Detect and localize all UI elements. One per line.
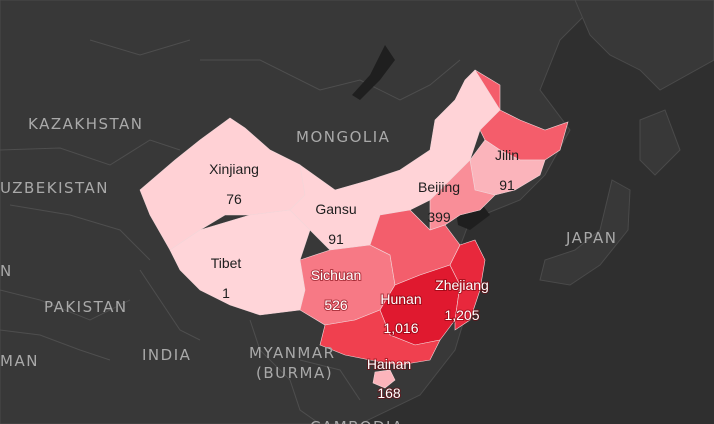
country-label-india: INDIA xyxy=(142,346,191,364)
country-label-pakistan: PAKISTAN xyxy=(44,298,128,316)
country-label-mongolia: MONGOLIA xyxy=(296,128,390,146)
country-borders xyxy=(0,39,461,424)
province-value-tibet: 1 xyxy=(222,285,230,301)
province-name-beijing: Beijing xyxy=(418,179,460,195)
country-label-uzbekistan: UZBEKISTAN xyxy=(0,179,109,197)
province-name-sichuan: Sichuan xyxy=(311,267,362,283)
province-name-hunan: Hunan xyxy=(380,291,421,307)
country-label-myanmar: MYANMAR xyxy=(249,344,336,362)
province-name-xinjiang: Xinjiang xyxy=(209,161,259,177)
province-name-hainan: Hainan xyxy=(367,356,411,372)
country-label-n-edge: N xyxy=(0,262,13,280)
province-heilongjiang[interactable] xyxy=(474,69,569,161)
china-provinces xyxy=(139,69,569,389)
country-label-kazakhstan: KAZAKHSTAN xyxy=(28,115,144,133)
province-value-zhejiang: 1,205 xyxy=(444,307,479,323)
province-value-hainan: 168 xyxy=(377,385,401,401)
province-name-zhejiang: Zhejiang xyxy=(435,277,489,293)
province-value-hunan: 1,016 xyxy=(383,320,418,336)
country-label-burma: (BURMA) xyxy=(256,364,333,382)
province-value-beijing: 399 xyxy=(427,209,451,225)
province-name-tibet: Tibet xyxy=(211,255,242,271)
province-name-jilin: Jilin xyxy=(495,147,519,163)
province-name-gansu: Gansu xyxy=(315,201,356,217)
country-label-man-edge: MAN xyxy=(0,352,39,370)
province-value-gansu: 91 xyxy=(328,231,344,247)
province-value-xinjiang: 76 xyxy=(226,191,242,207)
province-value-jilin: 91 xyxy=(499,177,515,193)
lake-baikal xyxy=(352,45,395,100)
province-zhejiang-east[interactable] xyxy=(449,239,486,331)
province-value-sichuan: 526 xyxy=(324,297,348,313)
country-label-japan: JAPAN xyxy=(565,229,618,247)
province-labels: Xinjiang 76 Tibet 1 Gansu 91 Sichuan 526… xyxy=(209,147,519,402)
country-label-cambodia: CAMBODIA xyxy=(310,418,404,424)
province-hainan[interactable] xyxy=(372,369,396,389)
province-guangdong-south[interactable] xyxy=(319,309,441,366)
country-labels: KAZAKHSTAN MONGOLIA UZBEKISTAN JAPAN PAK… xyxy=(0,115,618,424)
